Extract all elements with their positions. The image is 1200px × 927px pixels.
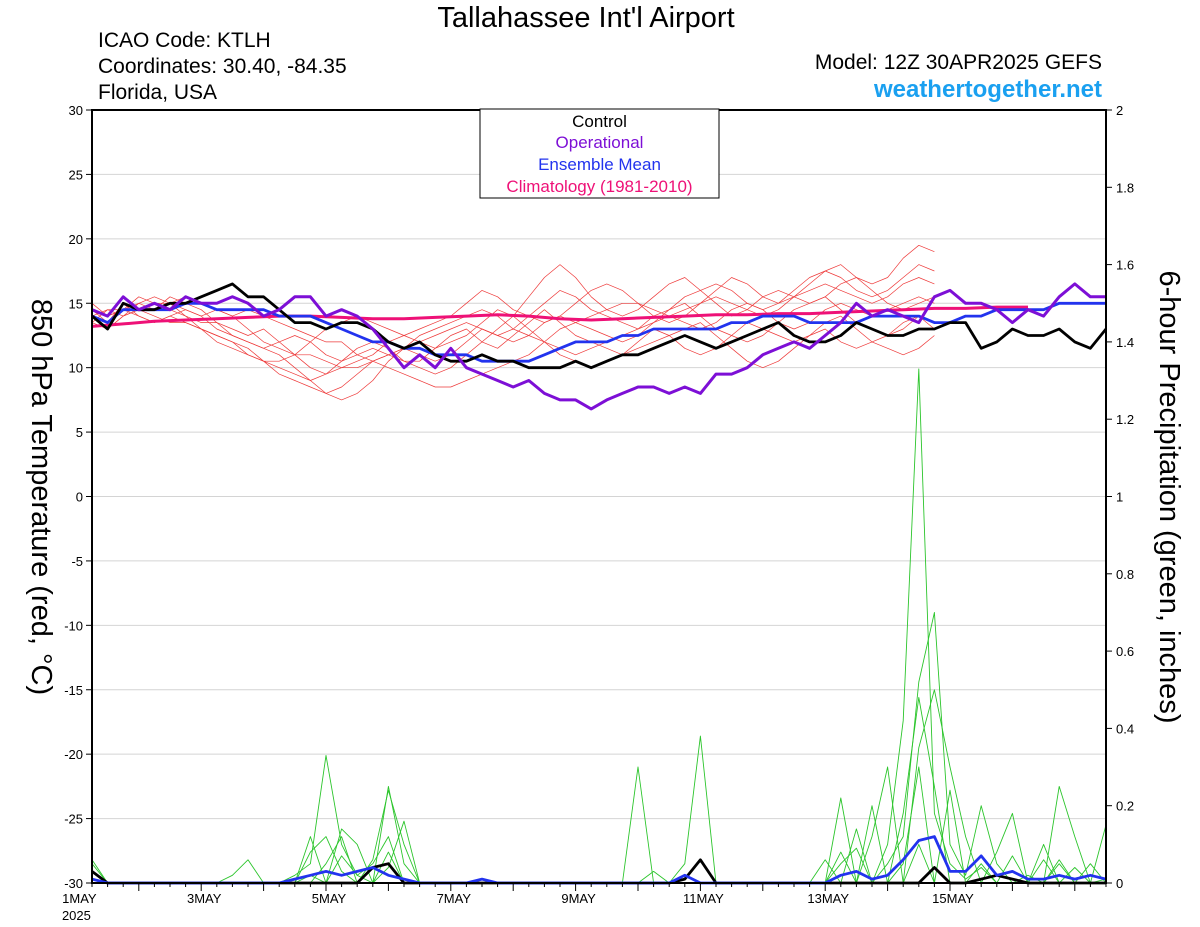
precip-member-line: [91, 368, 1107, 884]
y2-tick-label: 1.2: [1116, 412, 1134, 427]
y2-tick-label: 1: [1116, 490, 1123, 505]
x-tick-label: 5MAY: [312, 891, 347, 906]
coordinates: Coordinates: 30.40, -84.35: [98, 55, 347, 78]
y-tick-label: 5: [76, 425, 83, 440]
legend-climatology: Climatology (1981-2010): [506, 177, 692, 196]
y-axis-label-left: 850 hPa Temperature (red, °C): [25, 299, 57, 695]
chart-title: Tallahassee Int'l Airport: [437, 2, 735, 34]
y2-tick-label: 1.6: [1116, 258, 1134, 273]
x-tick-sublabel: 2025: [62, 908, 91, 923]
y-tick-label: -20: [64, 747, 83, 762]
y2-tick-label: 0.4: [1116, 721, 1134, 736]
model-run: Model: 12Z 30APR2025 GEFS: [814, 51, 1102, 74]
grid-lines: [92, 109, 1106, 884]
temp-member-line: [91, 264, 935, 362]
x-tick-label: 13MAY: [807, 891, 849, 906]
y-tick-label: -25: [64, 812, 83, 827]
precip-member-line: [92, 689, 1106, 884]
y2-tick-label: 1.4: [1116, 335, 1134, 350]
legend: Control Operational Ensemble Mean Climat…: [479, 108, 720, 199]
y-tick-label: -5: [71, 554, 83, 569]
y-tick-label: 30: [69, 103, 83, 118]
y-tick-label: -30: [64, 876, 83, 891]
precip-member-lines: [91, 368, 1107, 884]
region: Florida, USA: [98, 81, 218, 104]
precip-mean-line: [91, 835, 1107, 885]
y2-tick-label: 0: [1116, 876, 1123, 891]
x-tick-label: 11MAY: [683, 891, 724, 906]
y2-tick-label: 0.6: [1116, 644, 1134, 659]
legend-control: Control: [572, 112, 627, 131]
y2-tick-label: 1.8: [1116, 180, 1134, 195]
site-link[interactable]: weathertogether.net: [873, 76, 1102, 103]
temp-member-line: [91, 277, 935, 388]
y2-tick-label: 0.8: [1116, 567, 1134, 582]
precip-member-line: [92, 697, 1107, 884]
temp-member-line: [91, 296, 935, 369]
y-tick-label: 20: [69, 232, 83, 247]
axes: 302520151050-5-10-15-20-25-3021.81.61.41…: [62, 103, 1134, 923]
y-tick-label: -15: [64, 683, 83, 698]
icao-code: ICAO Code: KTLH: [98, 29, 271, 52]
temp-control-line: [91, 282, 1108, 370]
x-tick-label: 3MAY: [187, 891, 222, 906]
x-tick-label: 7MAY: [437, 891, 472, 906]
precip-member-line: [92, 612, 1106, 884]
x-tick-label: 9MAY: [561, 891, 596, 906]
y-tick-label: 0: [76, 490, 83, 505]
y2-tick-label: 2: [1116, 103, 1123, 118]
legend-ensemble-mean: Ensemble Mean: [538, 155, 661, 174]
x-tick-label: 1MAY: [62, 891, 97, 906]
main-series-lines: [91, 282, 1108, 885]
y-tick-label: -10: [64, 618, 83, 633]
operational-line: [91, 282, 1106, 411]
y-tick-label: 10: [69, 361, 83, 376]
y-axis-label-right: 6-hour Precipitation (green, inches): [1153, 271, 1185, 724]
x-tick-label: 15MAY: [932, 891, 974, 906]
legend-operational: Operational: [556, 133, 644, 152]
climatology-line: [91, 305, 1028, 328]
temp-mean-line: [91, 301, 1106, 363]
y-tick-label: 15: [69, 296, 83, 311]
temp-member-line: [91, 296, 935, 394]
y2-tick-label: 0.2: [1116, 799, 1134, 814]
y-tick-label: 25: [69, 167, 83, 182]
